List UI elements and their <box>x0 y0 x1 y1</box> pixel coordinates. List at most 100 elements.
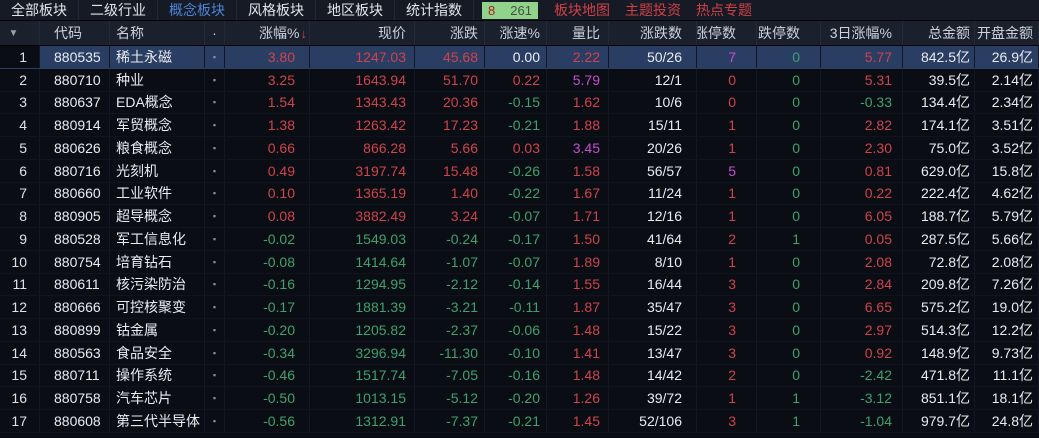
table-row[interactable]: 11 880611 核污染防治 ▪ -0.16 1294.95 -2.12 -0.14 1.55… <box>0 273 1039 297</box>
cell-speed-percent: -0.07 <box>485 250 547 273</box>
cell-marker: ▪ <box>205 341 225 364</box>
col-header-marker[interactable]: · <box>205 21 225 45</box>
tab-region-sectors[interactable]: 地区板块 <box>316 0 395 20</box>
cell-name: 超导概念 <box>110 205 205 227</box>
cell-volume-ratio: 1.50 <box>547 228 609 250</box>
cell-volume-ratio: 1.71 <box>547 205 609 227</box>
table-row[interactable]: 13 880899 钴金属 ▪ -0.20 1205.82 -2.37 -0.06 1.48 15… <box>0 319 1039 342</box>
col-header-change-3day-percent[interactable]: 3日涨幅% <box>821 21 903 45</box>
cell-change: 17.23 <box>415 114 485 136</box>
cell-speed-percent: -0.26 <box>485 159 547 182</box>
tab-statistical-index[interactable]: 统计指数 <box>395 0 474 20</box>
cell-limit-up-count: 5 <box>697 159 757 182</box>
cell-total-amount: 174.1亿 <box>903 114 975 136</box>
col-header-open-amount[interactable]: 开盘金额 <box>975 21 1039 45</box>
col-header-label: 代码 <box>54 25 82 41</box>
cell-change: -3.21 <box>415 296 485 318</box>
cell-code: 880608 <box>40 410 110 432</box>
col-header-name[interactable]: 名称 <box>110 21 205 45</box>
cell-change-3day-percent: 6.05 <box>821 205 903 227</box>
cell-price: 3296.94 <box>310 341 415 364</box>
col-header-change-percent[interactable]: 涨幅% ↓ <box>225 21 310 45</box>
cell-limit-up-count: 3 <box>697 410 757 432</box>
cell-advance-decline: 14/42 <box>609 364 697 387</box>
cell-name: 操作系统 <box>110 364 205 387</box>
nav-links: 板块地图 主题投资 热点专题 <box>554 0 752 20</box>
cell-limit-down-count: 0 <box>757 182 821 205</box>
tab-secondary-industry[interactable]: 二级行业 <box>79 0 158 20</box>
table-body: 1 880535 稀土永磁 ▪ 3.80 1247.03 45.68 0.00 2.22 50/2… <box>0 46 1039 433</box>
table-row[interactable]: 4 880914 军贸概念 ▪ 1.38 1263.42 17.23 -0.21 1.88 15/… <box>0 114 1039 137</box>
cell-limit-down-count: 0 <box>757 319 821 341</box>
cell-change: -2.12 <box>415 273 485 296</box>
col-header-total-amount[interactable]: 总金额 <box>903 21 975 45</box>
table-row[interactable]: 10 880754 培育钻石 ▪ -0.08 1414.64 -1.07 -0.07 1.89 8… <box>0 250 1039 274</box>
cell-change-3day-percent: 0.05 <box>821 228 903 250</box>
col-header-code[interactable]: 代码 <box>40 21 110 45</box>
link-hot-topics[interactable]: 热点专题 <box>696 2 752 18</box>
cell-limit-up-count: 1 <box>697 182 757 205</box>
table-row[interactable]: 9 880528 军工信息化 ▪ -0.02 1549.03 -0.24 -0.17 1.50 4… <box>0 228 1039 251</box>
col-header-label: 涨跌数 <box>640 25 682 41</box>
table-row[interactable]: 6 880716 光刻机 ▪ 0.49 3197.74 15.48 -0.26 1.58 56/5… <box>0 159 1039 183</box>
col-header-price[interactable]: 现价 <box>310 21 415 45</box>
cell-row-number: 5 <box>0 137 40 159</box>
col-header-speed-percent[interactable]: 涨速% <box>485 21 547 45</box>
cell-speed-percent: -0.15 <box>485 91 547 114</box>
cell-name: 可控核聚变 <box>110 296 205 318</box>
cell-price: 866.28 <box>310 137 415 159</box>
col-header-volume-ratio[interactable]: 量比 <box>547 21 609 45</box>
table-row[interactable]: 2 880710 种业 ▪ 3.25 1643.94 51.70 0.22 5.79 12/1 0 0… <box>0 68 1039 92</box>
table-row[interactable]: 12 880666 可控核聚变 ▪ -0.17 1881.39 -3.21 -0.11 1.87… <box>0 296 1039 319</box>
cell-row-number: 12 <box>0 296 40 318</box>
cell-code: 880660 <box>40 182 110 205</box>
cell-open-amount: 7.26亿 <box>975 273 1039 296</box>
table-row[interactable]: 15 880711 操作系统 ▪ -0.46 1517.74 -7.05 -0.16 1.48 1… <box>0 364 1039 388</box>
table-row[interactable]: 7 880660 工业软件 ▪ 0.10 1365.19 1.40 -0.22 1.67 11/2… <box>0 182 1039 206</box>
table-row[interactable]: 3 880637 EDA概念 ▪ 1.54 1343.43 20.36 -0.15 1.62 10… <box>0 91 1039 115</box>
advance-count-badge[interactable]: 8 261 <box>482 1 538 19</box>
cell-change: -1.07 <box>415 250 485 273</box>
col-header-limit-up-count[interactable]: 涨停数 <box>697 21 757 45</box>
cell-row-number: 1 <box>0 46 40 68</box>
col-header-advance-decline[interactable]: 涨跌数 <box>609 21 697 45</box>
table-row[interactable]: 5 880626 粮食概念 ▪ 0.66 866.28 5.66 0.03 3.45 20/26 1… <box>0 137 1039 160</box>
table-row[interactable]: 8 880905 超导概念 ▪ 0.08 3882.49 3.24 -0.07 1.71 12/1… <box>0 205 1039 228</box>
table-row[interactable]: 14 880563 食品安全 ▪ -0.34 3296.94 -11.30 -0.10 1.41… <box>0 341 1039 365</box>
cell-limit-up-count: 1 <box>697 114 757 136</box>
cell-name: 培育钻石 <box>110 250 205 273</box>
cell-advance-decline: 50/26 <box>609 46 697 68</box>
tab-style-sectors[interactable]: 风格板块 <box>237 0 316 20</box>
col-header-limit-down-count[interactable]: 跌停数 <box>757 21 821 45</box>
cell-price: 1247.03 <box>310 46 415 68</box>
table-row[interactable]: 1 880535 稀土永磁 ▪ 3.80 1247.03 45.68 0.00 2.22 50/2… <box>0 46 1039 69</box>
col-header-label: 涨速% <box>499 25 540 41</box>
table-row[interactable]: 17 880608 第三代半导体 ▪ -0.56 1312.91 -7.37 -0.21 1.4… <box>0 410 1039 433</box>
cell-volume-ratio: 1.26 <box>547 387 609 409</box>
col-header-row-number[interactable]: ▼ <box>0 21 40 45</box>
cell-code: 880535 <box>40 46 110 68</box>
col-header-change[interactable]: 涨跌 <box>415 21 485 45</box>
tab-all-sectors[interactable]: 全部板块 <box>0 0 79 20</box>
cell-code: 880563 <box>40 341 110 364</box>
cell-limit-down-count: 1 <box>757 410 821 432</box>
cell-marker: ▪ <box>205 91 225 114</box>
link-sector-map[interactable]: 板块地图 <box>554 2 610 18</box>
cell-marker: ▪ <box>205 159 225 182</box>
cell-price: 1881.39 <box>310 296 415 318</box>
cell-code: 880711 <box>40 364 110 387</box>
cell-limit-down-count: 0 <box>757 46 821 68</box>
cell-advance-decline: 35/47 <box>609 296 697 318</box>
cell-marker: ▪ <box>205 387 225 409</box>
cell-price: 3882.49 <box>310 205 415 227</box>
cell-change-3day-percent: 2.08 <box>821 250 903 273</box>
col-header-label: · <box>212 25 217 41</box>
cell-change-percent: 3.80 <box>225 46 310 68</box>
tab-concept-sectors[interactable]: 概念板块 <box>158 0 237 20</box>
table-row[interactable]: 16 880758 汽车芯片 ▪ -0.50 1013.15 -5.12 -0.20 1.26 3… <box>0 387 1039 410</box>
cell-limit-down-count: 0 <box>757 364 821 387</box>
link-theme-investment[interactable]: 主题投资 <box>625 2 681 18</box>
cell-advance-decline: 13/47 <box>609 341 697 364</box>
cell-advance-decline: 41/64 <box>609 228 697 250</box>
